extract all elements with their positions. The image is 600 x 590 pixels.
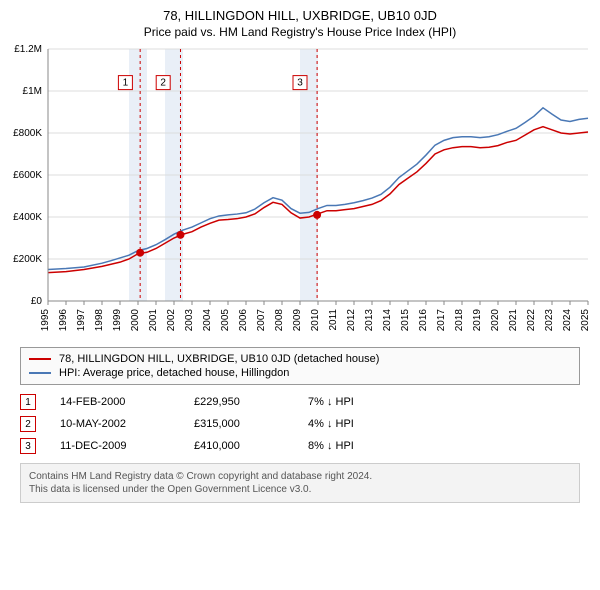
line-chart-svg: £0 £200K £400K £600K £800K £1M £1.2M 1995 1996 19…	[0, 41, 600, 341]
legend-label: HPI: Average price, detached house, Hill…	[59, 367, 289, 379]
x-tick-label: 2006	[238, 309, 249, 332]
y-tick-label: £0	[31, 296, 43, 307]
x-tick-label: 2011	[328, 309, 339, 331]
event-price: £410,000	[194, 440, 284, 452]
x-tick-label: 2010	[310, 309, 321, 332]
chart-subtitle: Price paid vs. HM Land Registry's House …	[10, 25, 590, 39]
event-date: 14-FEB-2000	[60, 396, 170, 408]
x-tick-label: 2024	[562, 309, 573, 332]
x-tick-label: 2014	[382, 309, 393, 332]
event-price: £315,000	[194, 418, 284, 430]
chart-titles: 78, HILLINGDON HILL, UXBRIDGE, UB10 0JD …	[0, 0, 600, 41]
x-tick-label: 1995	[40, 309, 51, 332]
legend-swatch	[29, 372, 51, 374]
sale-events-table: 1 14-FEB-2000 £229,950 7% ↓ HPI 2 10-MAY-2002…	[20, 391, 580, 457]
event-badge-label: 3	[297, 78, 303, 89]
x-tick-label: 2009	[292, 309, 303, 332]
x-tick-label: 2023	[544, 309, 555, 332]
legend-item: HPI: Average price, detached house, Hill…	[29, 366, 571, 380]
x-tick-label: 2015	[400, 309, 411, 332]
event-delta: 4% ↓ HPI	[308, 418, 354, 430]
x-tick-label: 2018	[454, 309, 465, 332]
chart-title: 78, HILLINGDON HILL, UXBRIDGE, UB10 0JD	[10, 8, 590, 23]
sale-event-row: 1 14-FEB-2000 £229,950 7% ↓ HPI	[20, 391, 580, 413]
sale-event-row: 2 10-MAY-2002 £315,000 4% ↓ HPI	[20, 413, 580, 435]
x-tick-label: 2020	[490, 309, 501, 332]
x-tick-label: 2007	[256, 309, 267, 332]
event-delta: 7% ↓ HPI	[308, 396, 354, 408]
sale-point	[313, 211, 321, 219]
legend: 78, HILLINGDON HILL, UXBRIDGE, UB10 0JD …	[20, 347, 580, 385]
figure: 78, HILLINGDON HILL, UXBRIDGE, UB10 0JD …	[0, 0, 600, 503]
x-tick-label: 2019	[472, 309, 483, 332]
event-price: £229,950	[194, 396, 284, 408]
legend-label: 78, HILLINGDON HILL, UXBRIDGE, UB10 0JD …	[59, 353, 379, 365]
y-tick-label: £600K	[13, 170, 42, 181]
x-tick-label: 2017	[436, 309, 447, 332]
x-tick-label: 2021	[508, 309, 519, 332]
x-tick-label: 2025	[580, 309, 591, 332]
y-tick-label: £800K	[13, 128, 42, 139]
event-badge-label: 1	[123, 78, 129, 89]
event-badge: 1	[20, 394, 36, 410]
sale-point	[176, 231, 184, 239]
x-tick-label: 2016	[418, 309, 429, 332]
legend-swatch	[29, 358, 51, 360]
x-tick-label: 2001	[148, 309, 159, 332]
x-tick-label: 2022	[526, 309, 537, 332]
chart-area: £0 £200K £400K £600K £800K £1M £1.2M 1995 1996 19…	[0, 41, 600, 341]
y-tick-label: £1M	[23, 86, 42, 97]
event-date: 11-DEC-2009	[60, 440, 170, 452]
x-tick-label: 2013	[364, 309, 375, 332]
x-tick-label: 2000	[130, 309, 141, 332]
x-tick-label: 2002	[166, 309, 177, 332]
x-tick-label: 1999	[112, 309, 123, 332]
legend-item: 78, HILLINGDON HILL, UXBRIDGE, UB10 0JD …	[29, 352, 571, 366]
event-badge-label: 2	[160, 78, 166, 89]
x-tick-label: 1997	[76, 309, 87, 332]
footer-line: This data is licensed under the Open Gov…	[29, 483, 571, 496]
y-tick-label: £1.2M	[14, 44, 42, 55]
sale-event-row: 3 11-DEC-2009 £410,000 8% ↓ HPI	[20, 435, 580, 457]
event-date: 10-MAY-2002	[60, 418, 170, 430]
x-tick-label: 2005	[220, 309, 231, 332]
x-tick-label: 1998	[94, 309, 105, 332]
x-tick-label: 2008	[274, 309, 285, 332]
attribution-footer: Contains HM Land Registry data © Crown c…	[20, 463, 580, 503]
x-tick-label: 1996	[58, 309, 69, 332]
x-tick-label: 2004	[202, 309, 213, 332]
event-delta: 8% ↓ HPI	[308, 440, 354, 452]
y-tick-label: £400K	[13, 212, 42, 223]
sale-point	[136, 249, 144, 257]
x-tick-label: 2003	[184, 309, 195, 332]
y-tick-label: £200K	[13, 254, 42, 265]
x-tick-label: 2012	[346, 309, 357, 332]
event-badge: 2	[20, 416, 36, 432]
event-badge: 3	[20, 438, 36, 454]
footer-line: Contains HM Land Registry data © Crown c…	[29, 470, 571, 483]
